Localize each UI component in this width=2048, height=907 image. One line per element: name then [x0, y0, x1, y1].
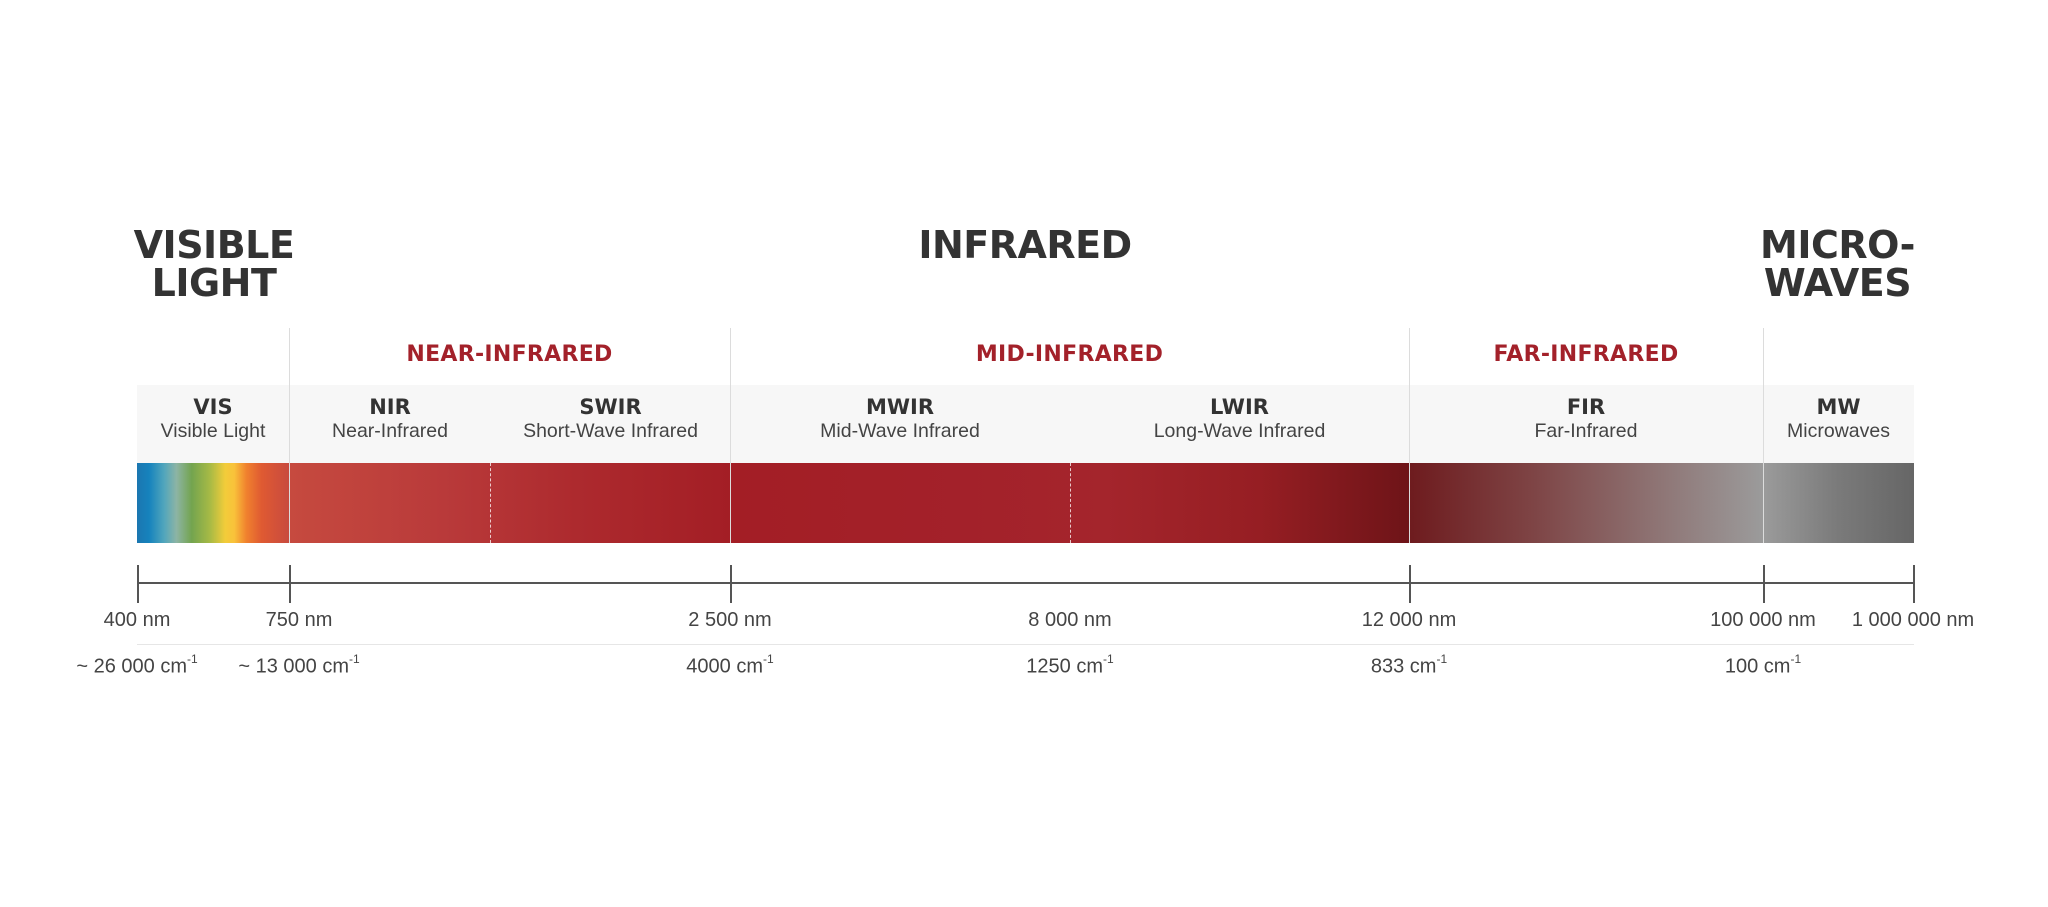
band-abbr: FIR — [1566, 395, 1606, 419]
wavelength-label: 8 000 nm — [1028, 609, 1112, 631]
wavenumber-label: 833 cm-1 — [1370, 652, 1448, 679]
wavenumber-unit-exponent: -1 — [1103, 652, 1114, 666]
band-name: Far-Infrared — [1534, 420, 1638, 442]
axis-tick — [137, 565, 139, 603]
wavenumber-label: 1250 cm-1 — [1026, 652, 1114, 679]
region-title-microwaves: MICRO- WAVES — [1740, 226, 1935, 302]
wavenumber-label: 4000 cm-1 — [686, 652, 774, 679]
wavenumber-unit-exponent: -1 — [186, 652, 198, 666]
region-title-infrared: INFRARED — [850, 226, 1200, 264]
band-abbr: VIS — [193, 395, 233, 419]
band-abbr: MW — [1816, 395, 1861, 419]
wavenumber-unit-exponent: -1 — [1790, 652, 1802, 666]
wavenumber-label: 100 cm-1 — [1724, 652, 1802, 679]
wavelength-label: 100 000 nm — [1710, 609, 1816, 631]
axis-tick — [1763, 565, 1765, 603]
band-abbr: NIR — [369, 395, 411, 419]
band-swir: SWIR Short-Wave Infrared — [491, 395, 730, 444]
wavenumber-unit-exponent: -1 — [1436, 652, 1448, 666]
band-name: Near-Infrared — [332, 420, 448, 442]
region-title-line: MICRO- — [1760, 223, 1915, 267]
axis-tick — [1913, 565, 1915, 603]
wavenumber-value: 100 cm — [1724, 655, 1791, 678]
band-vis: VIS Visible Light — [137, 395, 289, 444]
boundary-line — [730, 328, 731, 543]
band-name: Short-Wave Infrared — [523, 420, 698, 442]
band-name: Microwaves — [1787, 420, 1890, 442]
wavelength-label: 750 nm — [265, 609, 333, 631]
wavenumber-value: ~ 26 000 cm — [76, 655, 187, 678]
wavelength-label: 1 000 000 nm — [1851, 609, 1975, 631]
wavenumber-value: 833 cm — [1370, 655, 1437, 678]
band-lwir: LWIR Long-Wave Infrared — [1070, 395, 1409, 444]
band-abbr: MWIR — [865, 395, 935, 419]
region-title-line: INFRARED — [918, 223, 1132, 267]
boundary-line — [1409, 328, 1410, 543]
subregion-near-infrared: NEAR-INFRARED — [406, 342, 613, 367]
band-label-row — [137, 385, 1914, 463]
band-nir: NIR Near-Infrared — [289, 395, 491, 444]
wavenumber-label: ~ 26 000 cm-1 — [76, 652, 198, 679]
band-fir: FIR Far-Infrared — [1409, 395, 1763, 444]
region-title-line: VISIBLE — [133, 223, 295, 267]
axis-tick — [1409, 565, 1411, 603]
subregion-mid-infrared: MID-INFRARED — [975, 342, 1164, 367]
boundary-line — [289, 328, 290, 543]
spectrum-segment-far-infrared — [1409, 463, 1763, 543]
spectrum-segment-visible — [137, 463, 289, 543]
wavenumber-label: ~ 13 000 cm-1 — [238, 652, 360, 679]
boundary-line — [1763, 328, 1764, 543]
wavenumber-unit-exponent: -1 — [763, 652, 774, 666]
axis-tick — [289, 565, 291, 603]
band-abbr: SWIR — [579, 395, 642, 419]
band-abbr: LWIR — [1210, 395, 1269, 419]
subband-divider — [1070, 463, 1071, 543]
spectrum-segment-mid-infrared — [730, 463, 1409, 543]
wavenumber-unit-exponent: -1 — [348, 652, 360, 666]
band-mw: MW Microwaves — [1763, 395, 1914, 444]
wavelength-label: 2 500 nm — [688, 609, 772, 631]
axis-tick — [730, 565, 732, 603]
wavelength-axis-line — [137, 582, 1914, 584]
wavenumber-value: 1250 cm — [1026, 655, 1104, 678]
separator-line — [137, 644, 1914, 645]
spectrum-segment-near-infrared — [289, 463, 730, 543]
region-title-line: LIGHT — [151, 261, 277, 305]
wavelength-label: 12 000 nm — [1361, 609, 1457, 631]
subregion-far-infrared: FAR-INFRARED — [1493, 342, 1679, 367]
band-name: Mid-Wave Infrared — [820, 420, 980, 442]
band-name: Long-Wave Infrared — [1153, 420, 1326, 442]
wavelength-label: 400 nm — [103, 609, 171, 631]
band-mwir: MWIR Mid-Wave Infrared — [730, 395, 1070, 444]
wavenumber-value: 4000 cm — [686, 655, 764, 678]
band-name: Visible Light — [160, 420, 266, 442]
subband-divider — [490, 463, 491, 543]
wavenumber-value: ~ 13 000 cm — [238, 655, 349, 678]
region-title-visible-light: VISIBLE LIGHT — [125, 226, 303, 302]
region-title-line: WAVES — [1763, 261, 1912, 305]
spectrum-segment-microwaves — [1763, 463, 1914, 543]
